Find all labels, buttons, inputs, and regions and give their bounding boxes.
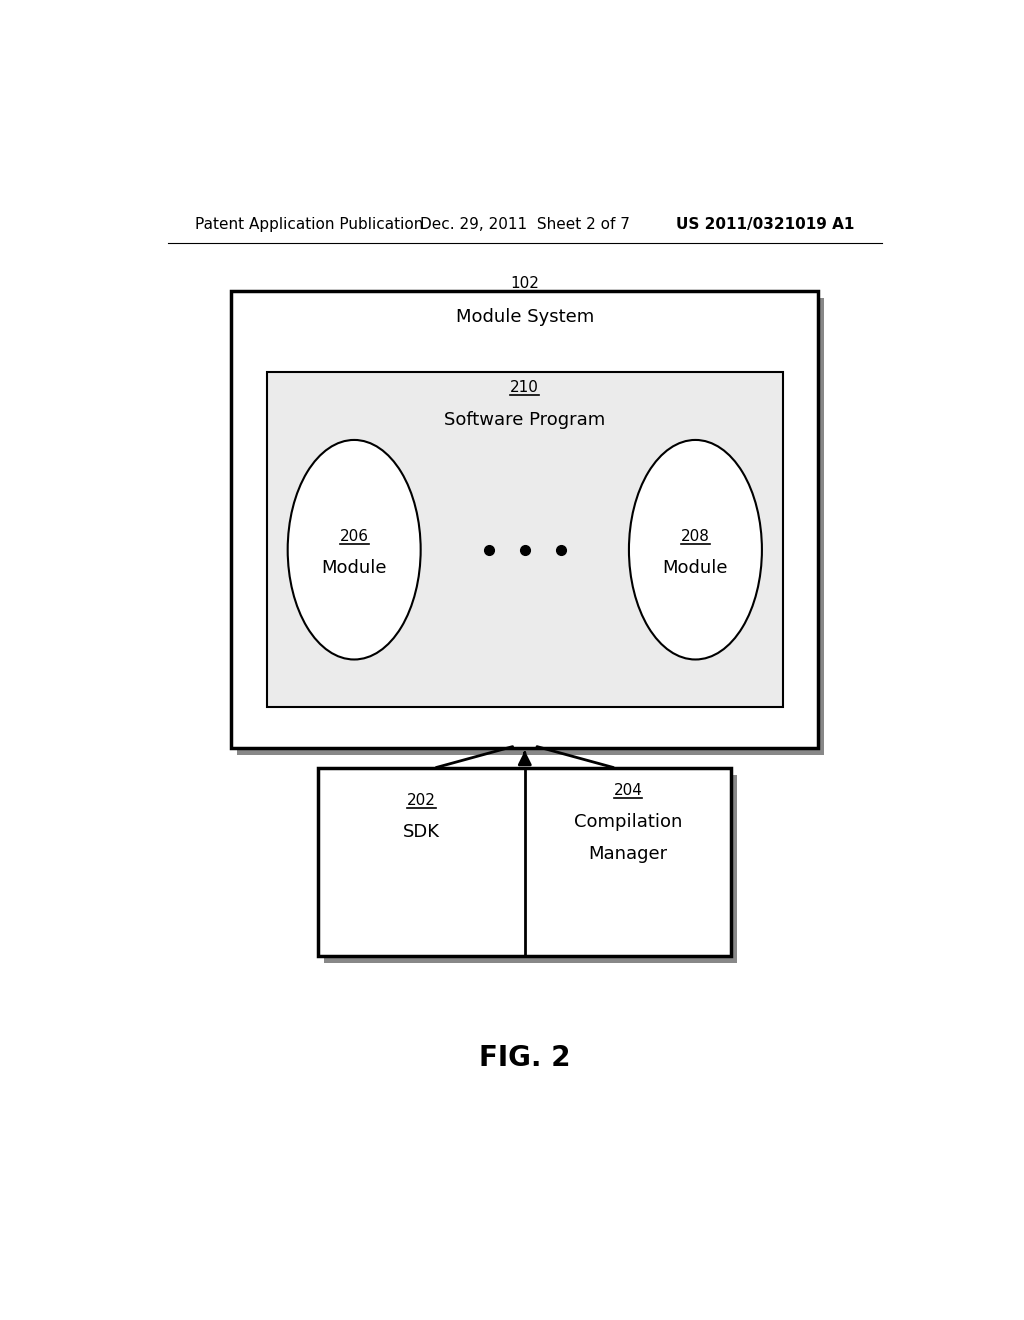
Bar bbox=[318, 768, 731, 956]
Text: Software Program: Software Program bbox=[444, 412, 605, 429]
Text: SDK: SDK bbox=[403, 824, 440, 841]
Text: 206: 206 bbox=[340, 529, 369, 544]
Text: 210: 210 bbox=[510, 380, 540, 395]
Ellipse shape bbox=[629, 440, 762, 660]
Text: Module System: Module System bbox=[456, 308, 594, 326]
Text: Manager: Manager bbox=[589, 846, 668, 863]
Text: US 2011/0321019 A1: US 2011/0321019 A1 bbox=[676, 216, 854, 232]
Bar bbox=[267, 372, 782, 708]
Text: FIG. 2: FIG. 2 bbox=[479, 1044, 570, 1072]
Bar bbox=[237, 297, 824, 755]
Text: Patent Application Publication: Patent Application Publication bbox=[196, 216, 424, 232]
Ellipse shape bbox=[288, 440, 421, 660]
Text: Module: Module bbox=[663, 558, 728, 577]
Text: Compilation: Compilation bbox=[573, 813, 682, 832]
Text: Dec. 29, 2011  Sheet 2 of 7: Dec. 29, 2011 Sheet 2 of 7 bbox=[420, 216, 630, 232]
Text: 102: 102 bbox=[510, 276, 540, 290]
Text: 204: 204 bbox=[613, 783, 642, 799]
Text: 202: 202 bbox=[408, 793, 436, 808]
Text: 208: 208 bbox=[681, 529, 710, 544]
Bar bbox=[231, 290, 818, 748]
Bar bbox=[324, 775, 736, 964]
Text: Module: Module bbox=[322, 558, 387, 577]
